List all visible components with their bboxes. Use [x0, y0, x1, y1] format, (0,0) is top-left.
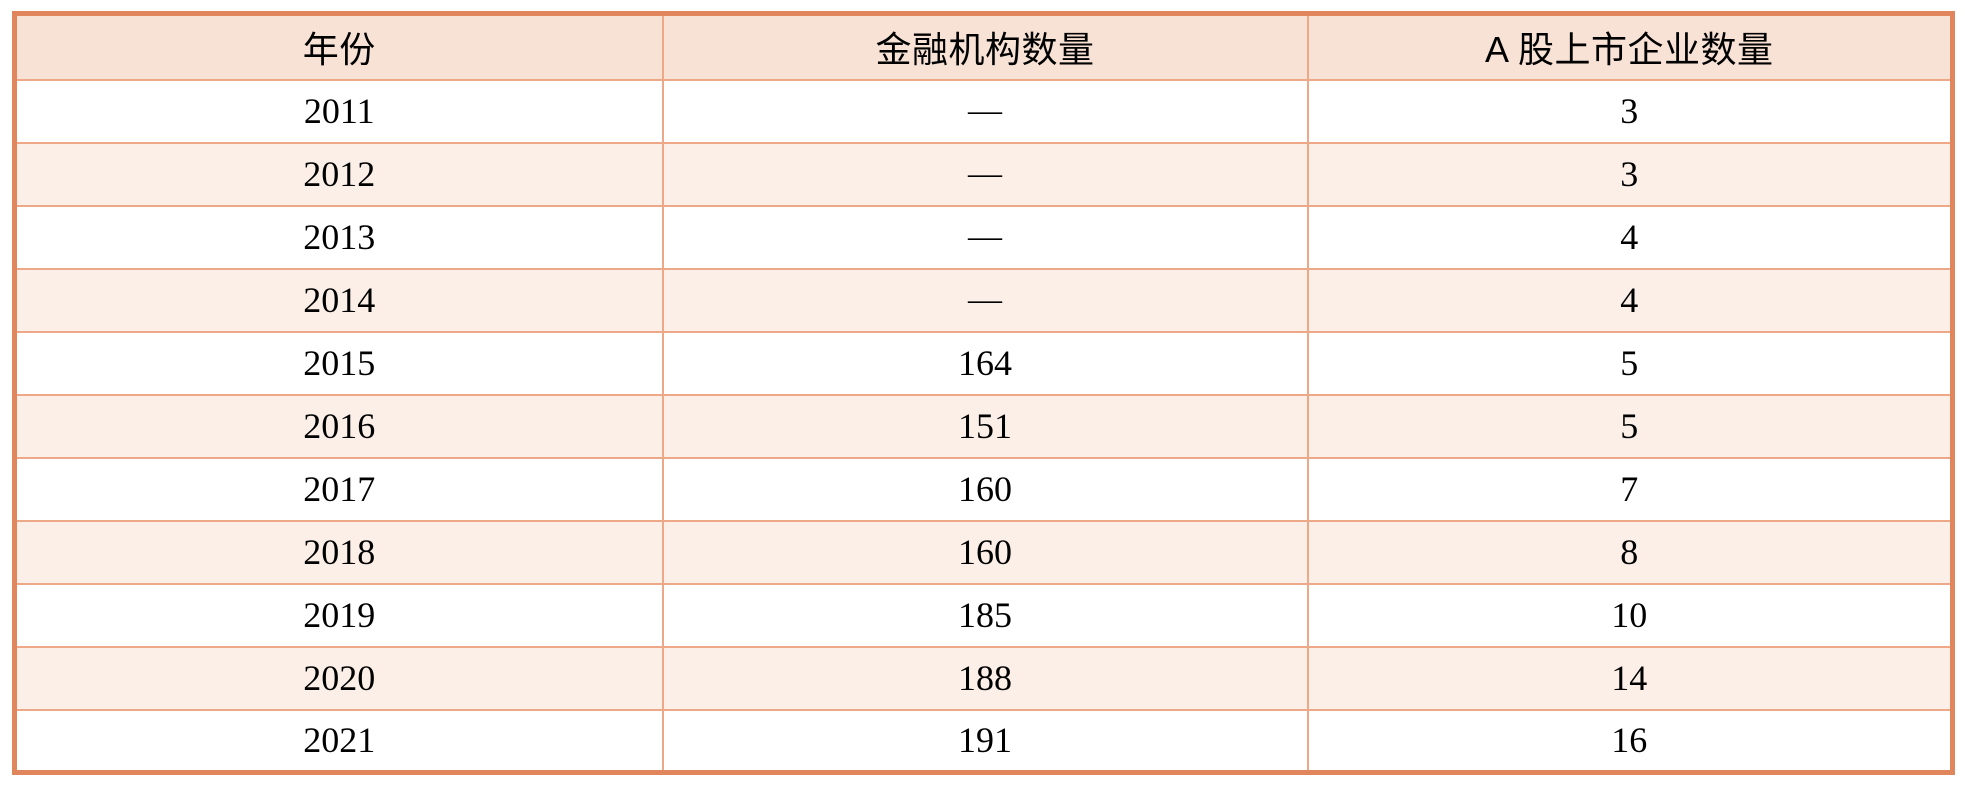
cell-financial-institutions: 160 — [662, 457, 1309, 522]
cell-a-share-listed: 14 — [1307, 646, 1953, 711]
cell-financial-institutions: — — [662, 142, 1309, 207]
table-header: 年份 金融机构数量 A 股上市企业数量 — [14, 13, 1953, 81]
table-row: 2016 151 5 — [14, 394, 1953, 459]
cell-financial-institutions: 160 — [662, 520, 1309, 585]
cell-year: 2012 — [14, 142, 664, 207]
table-row: 2017 160 7 — [14, 457, 1953, 522]
cell-year: 2013 — [14, 205, 664, 270]
cell-a-share-listed: 5 — [1307, 394, 1953, 459]
table-row: 2015 164 5 — [14, 331, 1953, 396]
cell-year: 2011 — [14, 79, 664, 144]
cell-year: 2019 — [14, 583, 664, 648]
table-row: 2018 160 8 — [14, 520, 1953, 585]
cell-financial-institutions: 151 — [662, 394, 1309, 459]
cell-financial-institutions: — — [662, 79, 1309, 144]
table-row: 2019 185 10 — [14, 583, 1953, 648]
cell-year: 2021 — [14, 709, 664, 773]
cell-a-share-listed: 3 — [1307, 142, 1953, 207]
cell-a-share-listed: 8 — [1307, 520, 1953, 585]
financial-institutions-table: 年份 金融机构数量 A 股上市企业数量 2011 — 3 2012 — 3 20… — [12, 11, 1955, 775]
column-header-a-share-listed: A 股上市企业数量 — [1307, 13, 1953, 81]
cell-a-share-listed: 16 — [1307, 709, 1953, 773]
cell-a-share-listed: 4 — [1307, 205, 1953, 270]
table-body: 2011 — 3 2012 — 3 2013 — 4 2014 — 4 — [14, 79, 1953, 773]
table-row: 2012 — 3 — [14, 142, 1953, 207]
cell-financial-institutions: 185 — [662, 583, 1309, 648]
cell-financial-institutions: — — [662, 268, 1309, 333]
cell-a-share-listed: 3 — [1307, 79, 1953, 144]
cell-a-share-listed: 7 — [1307, 457, 1953, 522]
cell-financial-institutions: 188 — [662, 646, 1309, 711]
cell-year: 2016 — [14, 394, 664, 459]
table-header-row: 年份 金融机构数量 A 股上市企业数量 — [14, 13, 1953, 81]
table-row: 2014 — 4 — [14, 268, 1953, 333]
cell-a-share-listed: 10 — [1307, 583, 1953, 648]
table-row: 2013 — 4 — [14, 205, 1953, 270]
cell-a-share-listed: 4 — [1307, 268, 1953, 333]
table-row: 2021 191 16 — [14, 709, 1953, 773]
cell-year: 2015 — [14, 331, 664, 396]
table-container: 年份 金融机构数量 A 股上市企业数量 2011 — 3 2012 — 3 20… — [12, 11, 1955, 775]
cell-financial-institutions: 164 — [662, 331, 1309, 396]
column-header-year: 年份 — [14, 13, 664, 81]
cell-a-share-listed: 5 — [1307, 331, 1953, 396]
cell-year: 2017 — [14, 457, 664, 522]
cell-financial-institutions: — — [662, 205, 1309, 270]
column-header-financial-institutions: 金融机构数量 — [662, 13, 1309, 81]
table-row: 2011 — 3 — [14, 79, 1953, 144]
cell-year: 2018 — [14, 520, 664, 585]
cell-year: 2014 — [14, 268, 664, 333]
cell-financial-institutions: 191 — [662, 709, 1309, 773]
cell-year: 2020 — [14, 646, 664, 711]
table-row: 2020 188 14 — [14, 646, 1953, 711]
